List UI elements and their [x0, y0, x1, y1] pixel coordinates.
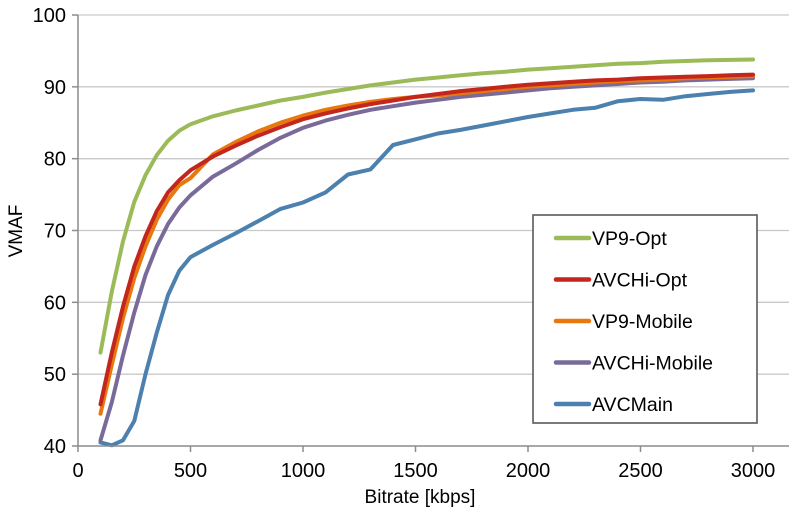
x-tick-label-1500: 1500: [393, 460, 438, 482]
x-tick-label-500: 500: [174, 460, 207, 482]
x-tick-label-2000: 2000: [506, 460, 551, 482]
y-tick-label-60: 60: [44, 292, 66, 314]
y-tick-label-70: 70: [44, 220, 66, 242]
x-tick-label-1000: 1000: [281, 460, 326, 482]
series-line-AVCMain: [98, 88, 755, 448]
series-line-AVCHi-Mobile: [98, 76, 755, 443]
x-tick-label-2500: 2500: [618, 460, 663, 482]
legend-label-AVCHi-Opt: AVCHi-Opt: [592, 270, 688, 292]
x-axis-title: Bitrate [kbps]: [365, 487, 476, 508]
legend-label-VP9-Mobile: VP9-Mobile: [592, 311, 693, 333]
x-tick-label-0: 0: [72, 460, 83, 482]
series-layer: [98, 57, 755, 448]
legend-label-AVCMain: AVCMain: [592, 394, 673, 416]
series-line-VP9-Opt: [98, 57, 755, 355]
y-axis-title: VMAF: [6, 205, 27, 258]
y-tick-label-80: 80: [44, 149, 66, 171]
y-tick-label-40: 40: [44, 436, 66, 458]
legend-label-AVCHi-Mobile: AVCHi-Mobile: [592, 353, 713, 375]
series-line-AVCHi-Opt: [98, 72, 755, 407]
y-tick-label-100: 100: [33, 5, 66, 27]
legend: VP9-Opt AVCHi-Opt VP9-Mobile AVCHi-Mobile AV…: [532, 214, 758, 424]
y-tick-label-90: 90: [44, 77, 66, 99]
y-tick-label-50: 50: [44, 364, 66, 386]
x-tick-label-3000: 3000: [731, 460, 776, 482]
legend-label-VP9-Opt: VP9-Opt: [592, 228, 667, 250]
